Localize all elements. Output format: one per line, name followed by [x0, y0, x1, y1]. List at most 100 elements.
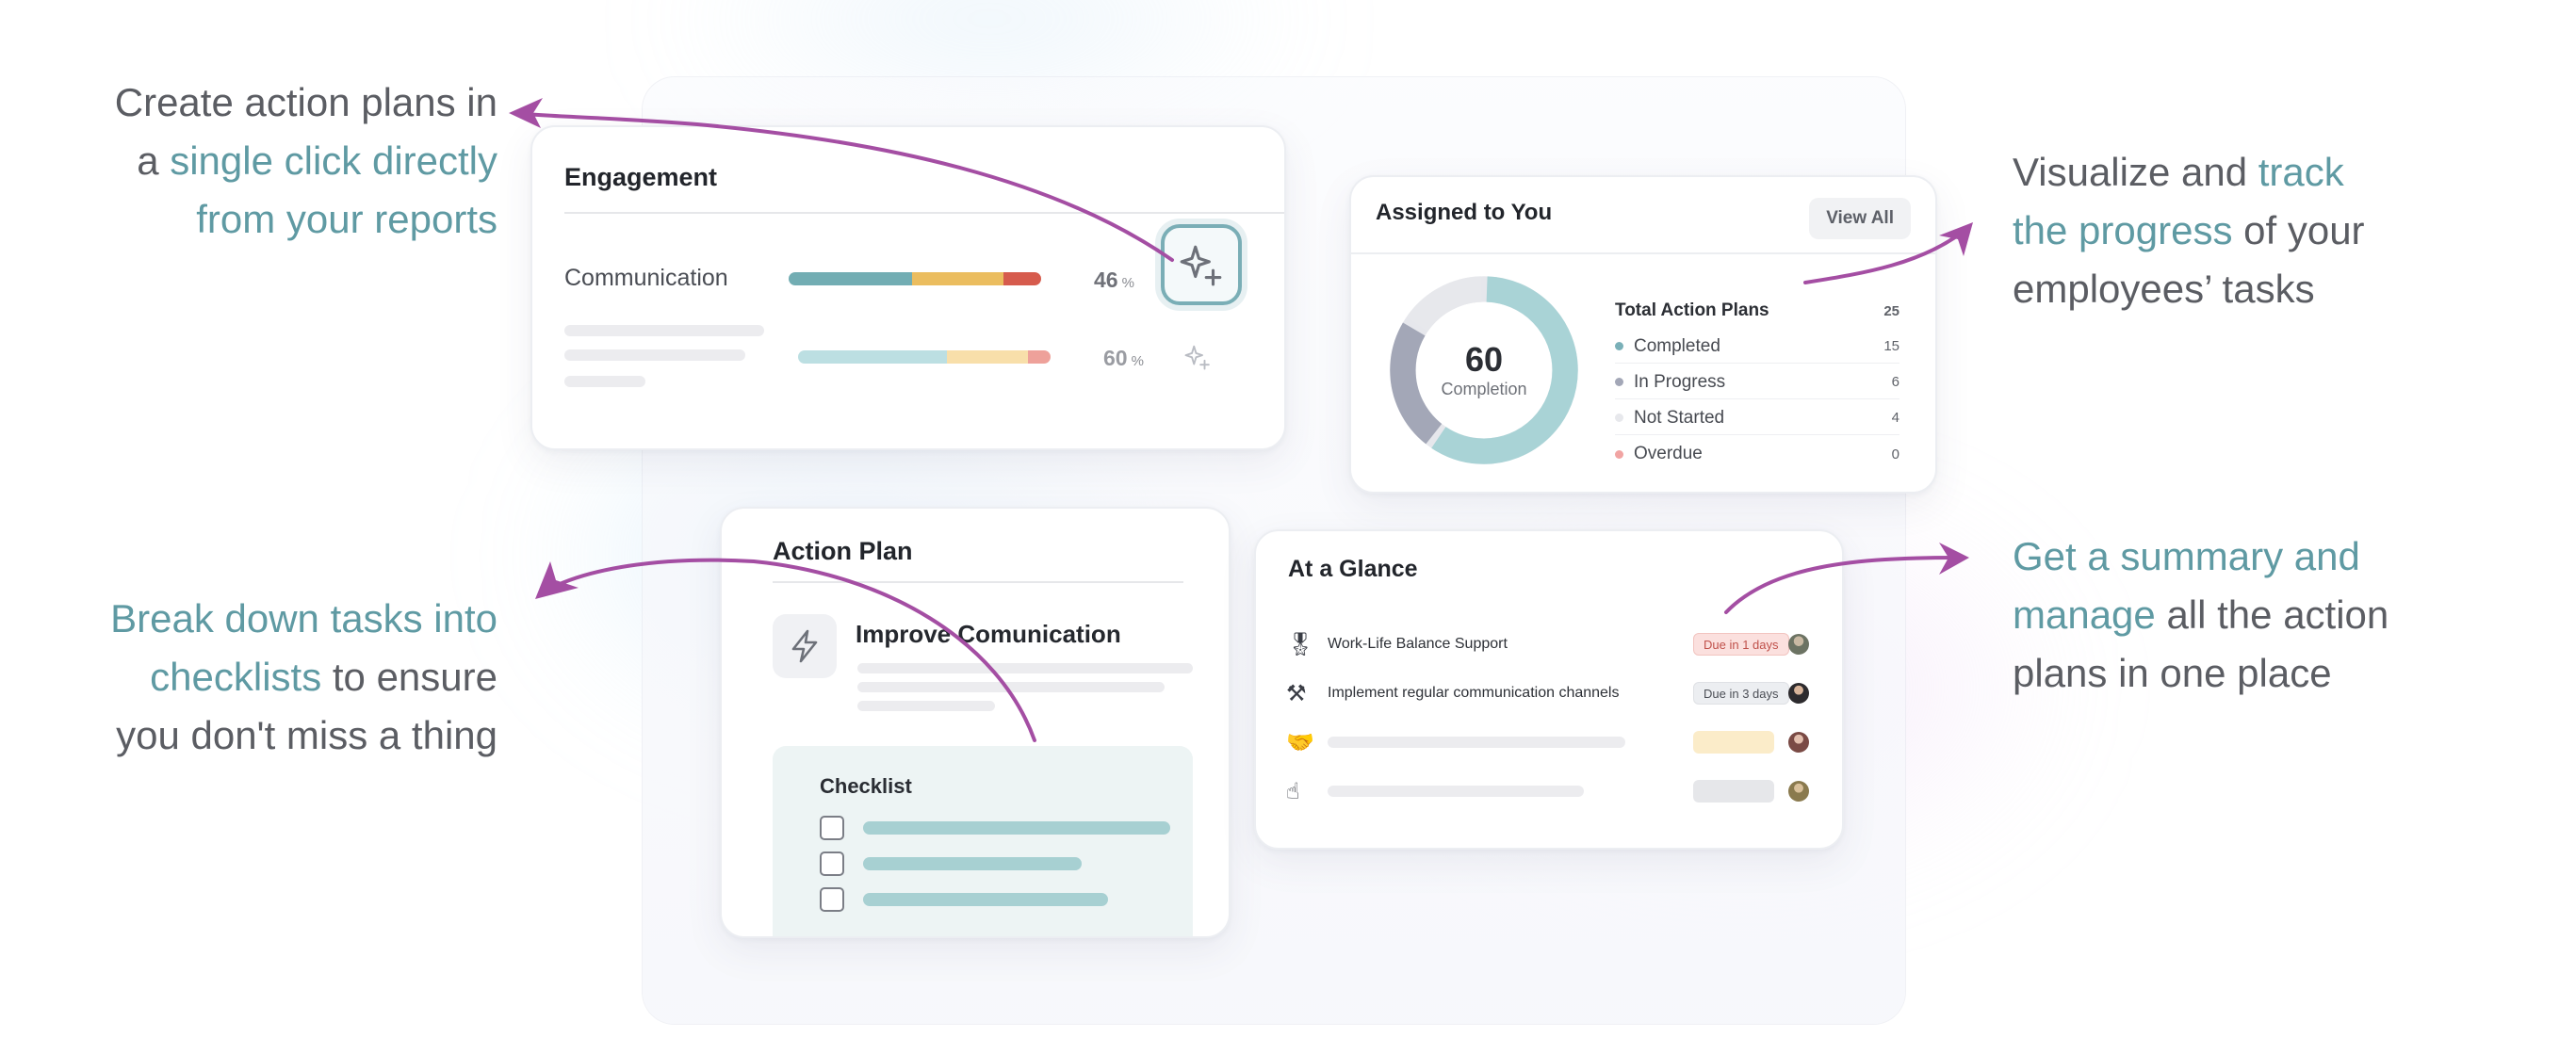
callout-text: Visualize and	[2013, 150, 2258, 194]
action-plan-title: Action Plan	[773, 537, 913, 565]
skeleton-line	[564, 325, 764, 336]
callout-track-progress: Visualize and track the progress of your…	[2013, 143, 2365, 318]
due-badge: Due in 3 days	[1693, 682, 1789, 705]
percent-value: 60	[1103, 346, 1128, 370]
action-plan-name: Improve Comunication	[856, 620, 1121, 648]
arrowhead	[535, 561, 579, 599]
total-action-plans-row: Total Action Plans 25	[1615, 294, 1899, 328]
glance-row[interactable]: ☝	[1286, 767, 1810, 816]
status-dot	[1615, 378, 1623, 386]
tools-icon: ⚒	[1286, 680, 1307, 706]
create-action-plan-button[interactable]	[1161, 224, 1242, 305]
arrowhead	[1939, 543, 1969, 575]
callout-text: Create action plans in	[114, 80, 497, 124]
assigned-to-you-card: Assigned to You View All 60 Completion T…	[1349, 175, 1937, 494]
total-label: Total Action Plans	[1615, 300, 1769, 320]
glance-row-name: Work-Life Balance Support	[1328, 636, 1508, 652]
callout-highlight: from your reports	[196, 197, 497, 241]
callout-highlight: the progress	[2013, 208, 2233, 252]
total-value: 25	[1883, 302, 1899, 319]
avatar	[1788, 732, 1809, 753]
checklist-item-bar	[863, 821, 1170, 835]
handshake-icon: 🤝	[1286, 729, 1314, 755]
divider	[1351, 252, 1935, 254]
glance-row[interactable]: 🤝	[1286, 718, 1810, 767]
callout-summary: Get a summary and manage all the action …	[2013, 527, 2389, 703]
skeleton-line	[857, 701, 995, 711]
skeleton-line	[1328, 786, 1584, 797]
stat-label: In Progress	[1634, 371, 1726, 392]
glance-row-name: Implement regular communication channels	[1328, 685, 1620, 701]
due-badge-placeholder	[1693, 780, 1774, 803]
bar-segment-red	[1003, 272, 1041, 285]
due-badge: Due in 1 days	[1693, 633, 1789, 656]
sparkle-plus-icon	[1180, 245, 1222, 286]
callout-checklists: Break down tasks into checklists to ensu…	[110, 590, 497, 765]
arrowhead	[509, 98, 543, 128]
bar-segment-teal	[798, 350, 948, 364]
donut-center-label: 60 Completion	[1390, 340, 1578, 399]
callout-text: employees’ tasks	[2013, 267, 2315, 311]
percent-unit: %	[1121, 275, 1134, 291]
completion-label: Completion	[1441, 380, 1527, 398]
sparkle-plus-icon	[1184, 345, 1210, 370]
stat-value: 6	[1891, 374, 1899, 390]
engagement-percent: 46%	[1094, 268, 1134, 293]
completion-donut-chart	[1390, 276, 1578, 464]
stat-row-overdue: Overdue 0	[1615, 437, 1899, 471]
engagement-percent: 60%	[1103, 346, 1144, 371]
status-dot	[1615, 449, 1623, 459]
assigned-title: Assigned to You	[1376, 200, 1553, 225]
medal-icon: 🎖	[1286, 631, 1315, 657]
engagement-progress-bar	[798, 350, 1051, 364]
callout-text: to ensure	[321, 655, 497, 699]
bar-segment-teal	[789, 272, 913, 285]
percent-value: 46	[1094, 268, 1118, 292]
checklist-item-bar	[863, 857, 1082, 870]
stat-row-not-started: Not Started 4	[1615, 401, 1899, 435]
donut-segment-in-progress	[1390, 276, 1578, 464]
arrowhead	[1939, 222, 1973, 256]
percent-unit: %	[1131, 353, 1144, 369]
checklist-checkbox[interactable]	[820, 851, 844, 876]
stat-label: Completed	[1634, 335, 1720, 356]
divider	[773, 581, 1183, 583]
status-dot	[1615, 342, 1623, 350]
create-action-plan-button-secondary[interactable]	[1182, 341, 1214, 373]
callout-text: you don't miss a thing	[116, 713, 497, 757]
avatar	[1788, 781, 1809, 802]
glance-row[interactable]: 🎖 Work-Life Balance Support	[1286, 620, 1810, 669]
callout-highlight: single click directly	[170, 138, 497, 183]
at-a-glance-card: At a Glance 🎖 Work-Life Balance Support …	[1254, 529, 1844, 850]
stat-label: Overdue	[1634, 444, 1703, 463]
bar-segment-amber	[947, 350, 1028, 364]
checklist-title: Checklist	[820, 774, 912, 798]
glance-row[interactable]: ⚒ Implement regular communication channe…	[1286, 669, 1810, 718]
skeleton-line	[564, 349, 745, 361]
skeleton-line	[1328, 737, 1625, 748]
action-plan-icon-tile	[773, 614, 837, 678]
callout-text: a	[137, 138, 171, 183]
callout-text: all the action	[2155, 592, 2389, 637]
engagement-row-label: Communication	[564, 265, 728, 291]
callout-highlight: track	[2258, 150, 2344, 194]
stat-label: Not Started	[1634, 407, 1725, 428]
checklist-checkbox[interactable]	[820, 887, 844, 912]
lightning-icon	[791, 629, 818, 663]
stat-value: 0	[1891, 446, 1899, 462]
skeleton-line	[857, 663, 1193, 673]
bar-segment-amber	[912, 272, 1003, 285]
bar-segment-red	[1027, 350, 1051, 364]
view-all-button[interactable]: View All	[1809, 198, 1911, 239]
stat-row-in-progress: In Progress 6	[1615, 365, 1899, 399]
callout-highlight: Get a summary and	[2013, 534, 2360, 578]
engagement-progress-bar	[789, 272, 1041, 285]
action-plan-card: Action Plan Improve Comunication Checkli…	[720, 507, 1231, 938]
checklist-checkbox[interactable]	[820, 816, 844, 840]
pointing-up-icon: ☝	[1286, 778, 1300, 804]
at-a-glance-title: At a Glance	[1288, 556, 1418, 582]
callout-highlight: checklists	[150, 655, 322, 699]
callout-create-action-plans: Create action plans in a single click di…	[115, 73, 497, 249]
callout-highlight: manage	[2013, 592, 2156, 637]
skeleton-line	[857, 682, 1165, 692]
